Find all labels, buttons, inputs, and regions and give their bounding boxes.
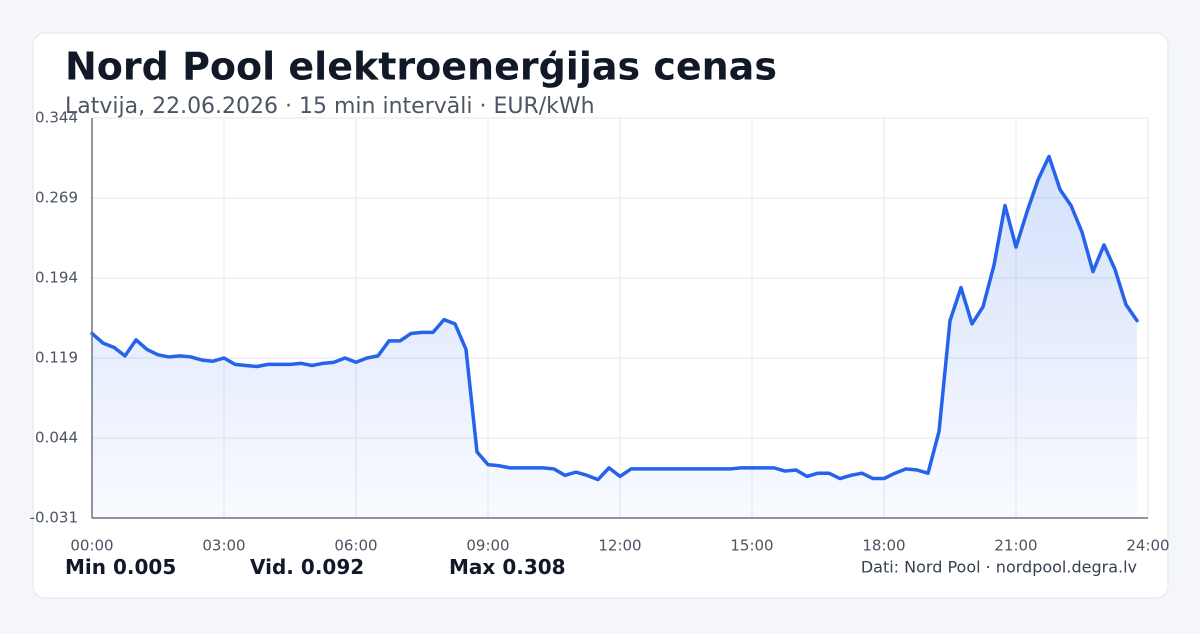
- y-tick-label: 0.344: [35, 109, 78, 127]
- x-tick-label: 06:00: [334, 537, 377, 555]
- x-tick-label: 00:00: [70, 537, 113, 555]
- y-tick-label: 0.119: [35, 349, 78, 367]
- y-tick-label: -0.031: [30, 509, 78, 527]
- x-tick-label: 03:00: [202, 537, 245, 555]
- x-tick-label: 18:00: [862, 537, 905, 555]
- stat: Max 0.308: [449, 555, 566, 579]
- stat-label: Min: [65, 555, 106, 579]
- plot: [90, 154, 1139, 518]
- stat-value: 0.308: [502, 555, 565, 579]
- x-tick-label: 21:00: [994, 537, 1037, 555]
- y-tick-label: 0.194: [35, 269, 78, 287]
- x-tick-label: 15:00: [730, 537, 773, 555]
- stat: Vid. 0.092: [250, 555, 364, 579]
- grid: [91, 117, 1149, 519]
- chart-subtitle: Latvija, 22.06.2026 · 15 min intervāli ·…: [65, 94, 595, 119]
- stat-value: 0.092: [301, 555, 364, 579]
- stat: Min 0.005: [65, 555, 176, 579]
- chart-title: Nord Pool elektroenerģijas cenas: [65, 45, 777, 89]
- x-tick-label: 24:00: [1126, 537, 1169, 555]
- stat-label: Max: [449, 555, 495, 579]
- stat-label: Vid.: [250, 555, 294, 579]
- y-tick-label: 0.044: [35, 429, 78, 447]
- source: Dati: Nord Pool · nordpool.degra.lv: [861, 558, 1137, 577]
- labels: -0.031 0.044 0.119 0.194 0.269 0.344 00:00 03:0…: [30, 109, 1170, 579]
- x-tick-label: 12:00: [598, 537, 641, 555]
- stat-value: 0.005: [113, 555, 176, 579]
- x-tick-label: 09:00: [466, 537, 509, 555]
- price-line: [90, 154, 1139, 482]
- y-tick-label: 0.269: [35, 189, 78, 207]
- area: [92, 156, 1137, 518]
